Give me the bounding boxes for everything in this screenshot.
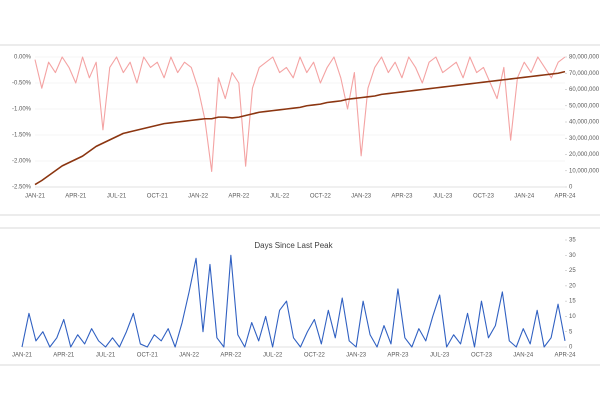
y2-tick-label: 15 bbox=[569, 299, 576, 305]
y2-tick-label: 35 bbox=[569, 238, 576, 244]
x-tick-label: JUL-22 bbox=[263, 353, 283, 359]
y-tick-label: -1.50% bbox=[12, 133, 32, 139]
x-tick-label: OCT-21 bbox=[147, 194, 169, 200]
y2-tick-label: 10,000,000 bbox=[569, 168, 600, 174]
y-tick-label: -1.00% bbox=[12, 107, 32, 113]
data-line bbox=[34, 70, 566, 186]
x-tick-label: JAN-23 bbox=[351, 194, 372, 200]
x-tick-label: APR-24 bbox=[554, 194, 576, 200]
y2-tick-label: 5 bbox=[569, 329, 573, 335]
y2-tick-label: 30,000,000 bbox=[569, 136, 600, 142]
chart-title: Days Since Last Peak bbox=[254, 241, 333, 250]
y2-tick-label: 20 bbox=[569, 283, 576, 289]
x-tick-label: JAN-21 bbox=[12, 353, 33, 359]
x-tick-label: JUL-23 bbox=[433, 194, 453, 200]
x-tick-label: OCT-22 bbox=[310, 194, 332, 200]
x-tick-label: JUL-21 bbox=[107, 194, 127, 200]
x-tick-label: APR-22 bbox=[228, 194, 250, 200]
x-tick-label: OCT-21 bbox=[137, 353, 159, 359]
x-tick-label: APR-24 bbox=[554, 353, 576, 359]
y2-tick-label: 0 bbox=[569, 345, 573, 351]
x-tick-label: OCT-23 bbox=[473, 194, 495, 200]
y-tick-label: -2.50% bbox=[12, 185, 32, 191]
y2-tick-label: 10 bbox=[569, 314, 576, 320]
y-tick-label: -2.00% bbox=[12, 159, 32, 165]
x-tick-label: OCT-23 bbox=[471, 353, 493, 359]
y2-tick-label: 40,000,000 bbox=[569, 120, 600, 126]
x-tick-label: APR-23 bbox=[391, 194, 413, 200]
y2-tick-label: 50,000,000 bbox=[569, 103, 600, 109]
x-tick-label: APR-21 bbox=[65, 194, 87, 200]
y-tick-label: -0.50% bbox=[12, 81, 32, 87]
y2-tick-label: 25 bbox=[569, 268, 576, 274]
y2-tick-label: 20,000,000 bbox=[569, 152, 600, 158]
y2-tick-label: 0 bbox=[569, 185, 573, 191]
x-tick-label: JAN-22 bbox=[179, 353, 200, 359]
x-tick-label: APR-21 bbox=[53, 353, 75, 359]
y-tick-label: 0.00% bbox=[14, 55, 32, 61]
y2-tick-label: 60,000,000 bbox=[569, 87, 600, 93]
y2-tick-label: 30 bbox=[569, 253, 576, 259]
y2-tick-label: 70,000,000 bbox=[569, 71, 600, 77]
data-line bbox=[34, 56, 566, 172]
x-tick-label: JUL-23 bbox=[430, 353, 450, 359]
x-tick-label: APR-22 bbox=[220, 353, 242, 359]
x-tick-label: JAN-22 bbox=[188, 194, 209, 200]
x-tick-label: JAN-24 bbox=[514, 194, 535, 200]
x-tick-label: JUL-22 bbox=[270, 194, 290, 200]
x-tick-label: APR-23 bbox=[387, 353, 409, 359]
y2-tick-label: 80,000,000 bbox=[569, 55, 600, 61]
x-tick-label: JAN-23 bbox=[346, 353, 367, 359]
x-tick-label: OCT-22 bbox=[304, 353, 326, 359]
x-tick-label: JUL-21 bbox=[96, 353, 116, 359]
x-tick-label: JAN-24 bbox=[513, 353, 534, 359]
x-tick-label: JAN-21 bbox=[25, 194, 46, 200]
data-line bbox=[21, 254, 566, 348]
